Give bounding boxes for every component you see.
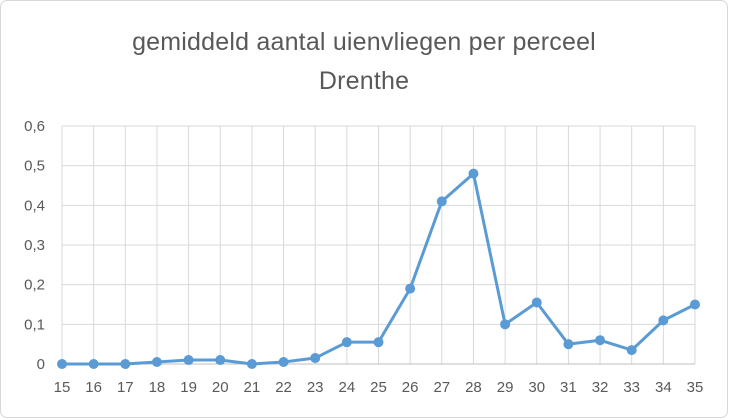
chart-title-line-1: gemiddeld aantal uienvliegen per perceel [132, 28, 596, 56]
chart-title: gemiddeld aantal uienvliegen per perceel… [1, 23, 727, 101]
x-axis-tick-label: 22 [275, 379, 292, 396]
chart-title-line-2: Drenthe [318, 67, 410, 95]
x-axis-tick-label: 29 [497, 379, 514, 396]
data-point-24 [341, 337, 352, 348]
x-axis-tick-label: 34 [655, 379, 672, 396]
x-axis-tick-label: 25 [370, 379, 387, 396]
data-point-30 [531, 297, 542, 308]
x-axis-tick-label: 19 [180, 379, 197, 396]
y-axis-tick-label: 0 [37, 356, 45, 373]
x-axis-tick-label: 33 [623, 379, 640, 396]
data-point-32 [595, 335, 606, 346]
data-point-23 [310, 353, 321, 364]
y-axis-tick-label: 0,6 [24, 118, 45, 135]
x-axis-tick-label: 32 [592, 379, 609, 396]
data-point-31 [563, 339, 574, 350]
y-axis-tick-label: 0,4 [24, 197, 45, 214]
data-point-33 [626, 345, 637, 356]
data-point-27 [436, 196, 447, 207]
x-axis-tick-label: 16 [85, 379, 102, 396]
x-axis-tick-label: 28 [465, 379, 482, 396]
x-axis-tick-label: 17 [117, 379, 134, 396]
y-axis-tick-label: 0,2 [24, 277, 45, 294]
x-axis-tick-label: 35 [687, 379, 704, 396]
data-point-17 [120, 359, 131, 369]
data-point-21 [246, 359, 257, 369]
data-point-20 [215, 355, 226, 366]
x-axis-tick-label: 30 [528, 379, 545, 396]
data-point-16 [88, 359, 99, 369]
y-axis-tick-label: 0,5 [24, 158, 45, 175]
data-point-25 [373, 337, 384, 348]
data-point-26 [405, 283, 416, 294]
x-axis-tick-label: 26 [402, 379, 419, 396]
data-point-22 [278, 357, 289, 368]
data-point-15 [57, 359, 67, 369]
x-axis-tick-label: 24 [339, 379, 356, 396]
data-point-35 [690, 299, 700, 310]
x-axis-tick-label: 23 [307, 379, 324, 396]
data-point-18 [151, 357, 162, 368]
data-point-19 [183, 355, 194, 366]
x-axis-tick-label: 31 [560, 379, 577, 396]
y-axis-tick-label: 0,3 [24, 237, 45, 254]
data-point-29 [500, 319, 511, 330]
x-axis-tick-label: 27 [433, 379, 450, 396]
y-axis-tick-label: 0,1 [24, 316, 45, 333]
data-point-34 [658, 315, 669, 326]
x-axis-tick-label: 18 [149, 379, 166, 396]
data-point-28 [468, 168, 479, 179]
x-axis-tick-label: 15 [54, 379, 71, 396]
x-axis-tick-label: 21 [244, 379, 261, 396]
x-axis-tick-label: 20 [212, 379, 229, 396]
